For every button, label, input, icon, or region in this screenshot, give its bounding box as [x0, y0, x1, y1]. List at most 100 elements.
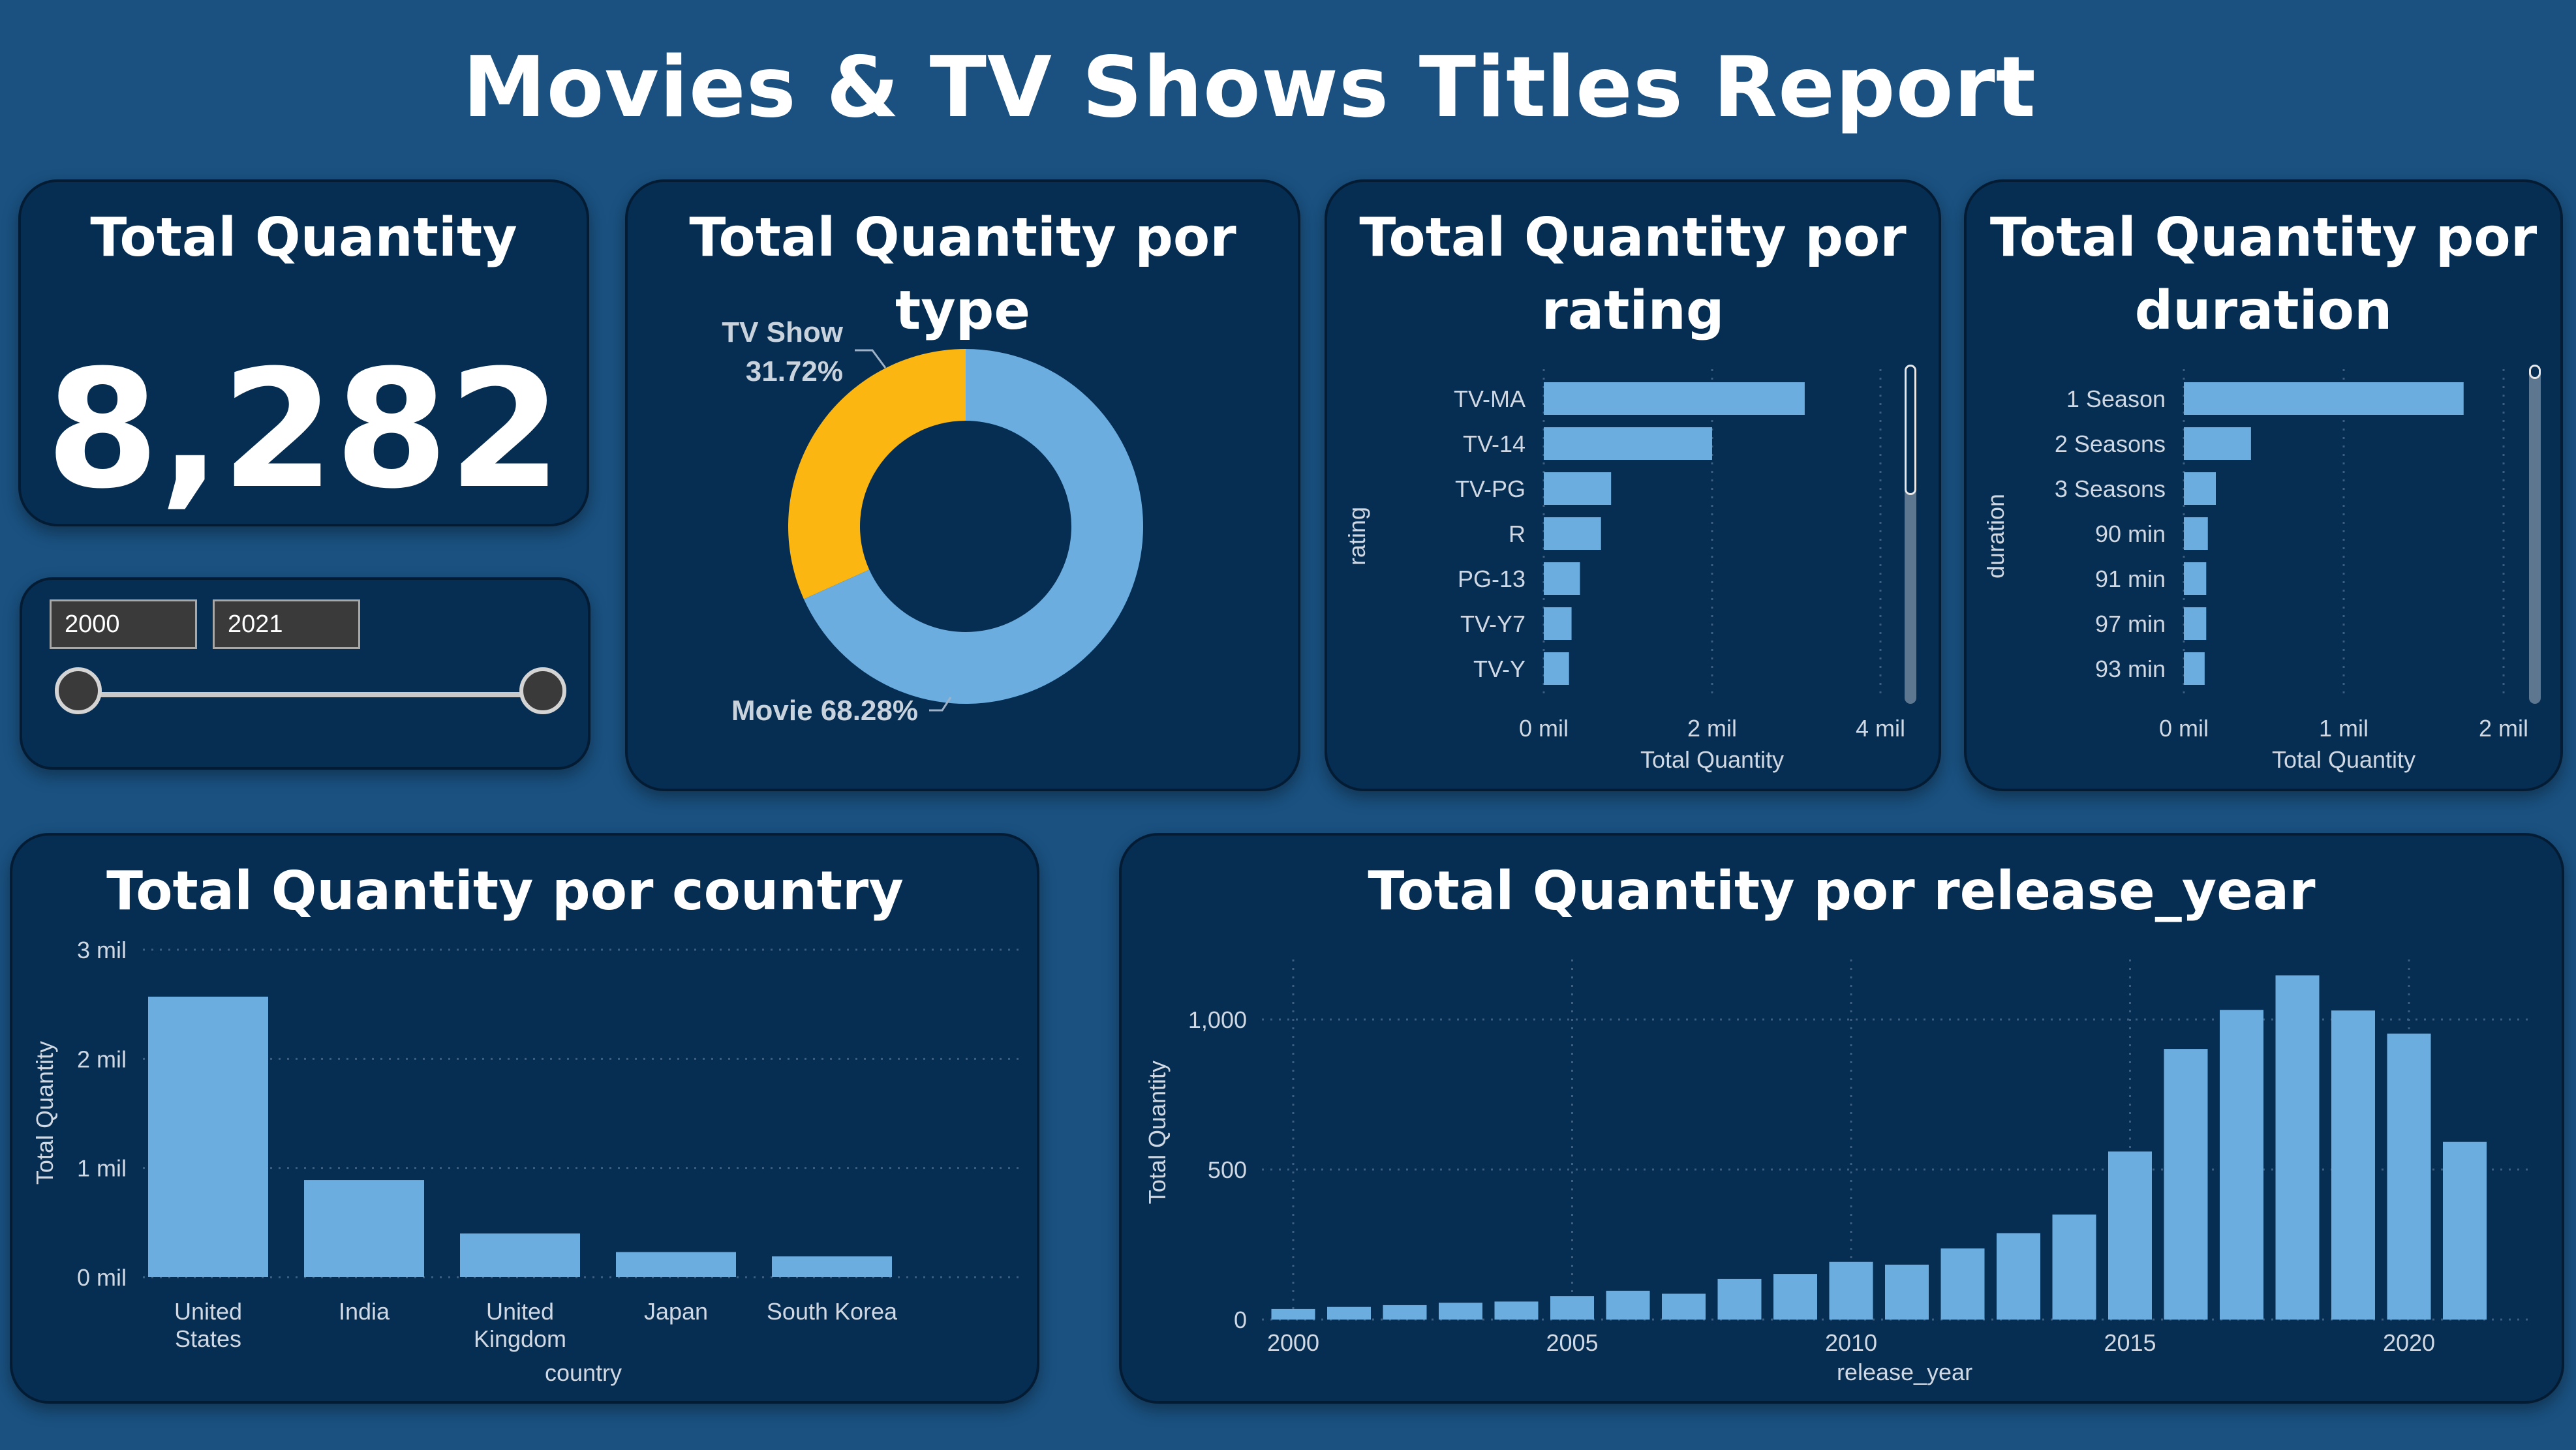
duration-x-tick-label: 2 mil [2479, 715, 2528, 742]
rating-category-label: TV-14 [1463, 430, 1526, 457]
country-card: Total Quantity por country 0 mil 1 mil 2 m… [10, 833, 1039, 1404]
duration-chart-title-line2: duration [2134, 280, 2393, 342]
release-year-chart-title: Total Quantity por release_year [1368, 860, 2316, 922]
release-year-bar [1773, 1274, 1817, 1320]
rating-bar [1544, 562, 1580, 595]
country-bar [304, 1180, 424, 1277]
duration-category-label: 93 min [2095, 656, 2166, 682]
release-year-bar [2108, 1151, 2152, 1320]
duration-x-tick-label: 1 mil [2319, 715, 2369, 742]
rating-x-tick-label: 0 mil [1519, 715, 1569, 742]
release-year-x-tick-label: 2000 [1267, 1329, 1319, 1356]
duration-category-label: 90 min [2095, 521, 2166, 547]
country-y-tick-label: 0 mil [77, 1264, 127, 1291]
rating-bar [1544, 427, 1712, 460]
rating-x-axis-title: Total Quantity [1640, 746, 1784, 773]
country-category-label: Japan [644, 1298, 708, 1325]
release-year-bar [1494, 1301, 1539, 1320]
release-year-bar [1550, 1296, 1594, 1320]
release-year-bar [2387, 1033, 2431, 1320]
release-year-bar [1439, 1303, 1482, 1320]
rating-bar [1544, 517, 1601, 550]
release-year-bar [1271, 1308, 1315, 1320]
country-x-axis-title: country [545, 1359, 622, 1386]
tv-show-percent: 31.72% [746, 355, 843, 387]
release-year-bar-chart: 0 500 1,000 2000 2005 2010 2015 2020 release_yea… [1144, 959, 2534, 1385]
release-year-x-axis-title: release_year [1837, 1359, 1972, 1385]
duration-x-tick-label: 0 mil [2159, 715, 2209, 742]
country-chart-title: Total Quantity por country [106, 860, 904, 922]
kpi-title: Total Quantity [90, 207, 517, 269]
release-year-bar [2164, 1049, 2208, 1320]
country-category-label: India [339, 1298, 390, 1325]
country-category-label: Kingdom [474, 1325, 566, 1352]
release-year-y-tick-label: 500 [1208, 1156, 1247, 1183]
rating-bar [1544, 472, 1612, 505]
duration-x-axis-title: Total Quantity [2272, 746, 2415, 773]
tv-show-label: TV Show [722, 316, 844, 348]
country-y-axis-title: Total Quantity [31, 1041, 58, 1185]
duration-bar [2184, 427, 2251, 460]
country-bar [148, 996, 268, 1277]
release-year-y-tick-label: 1,000 [1188, 1006, 1247, 1033]
donut-slice-movie [803, 349, 1143, 704]
country-category-label: United [486, 1298, 554, 1325]
start-year-input[interactable]: 2000 [50, 599, 197, 649]
release-year-bar [1829, 1261, 1873, 1320]
rating-category-label: TV-PG [1455, 476, 1526, 502]
duration-bar [2184, 607, 2207, 640]
duration-category-label: 97 min [2095, 611, 2166, 637]
type-donut-chart: TV Show 31.72% Movie 68.28% [722, 316, 1143, 727]
release-year-bar [1606, 1290, 1650, 1320]
duration-chart-title-line1: Total Quantity por [1989, 207, 2538, 269]
release-year-x-tick-label: 2010 [1825, 1329, 1877, 1356]
donut-slice-tv-show [788, 349, 966, 599]
rating-scrollbar[interactable] [1905, 365, 1916, 704]
duration-card: Total Quantity por duration 0 mil 1 mil 2 … [1964, 179, 2563, 791]
kpi-card: Total Quantity 8,282 [18, 179, 589, 526]
duration-bar [2184, 472, 2216, 505]
duration-bar [2184, 562, 2207, 595]
country-bar [616, 1252, 736, 1277]
rating-scrollbar-thumb[interactable] [1905, 365, 1916, 495]
rating-x-tick-label: 2 mil [1687, 715, 1737, 742]
release-year-x-tick-label: 2005 [1546, 1329, 1598, 1356]
country-category-label: South Korea [767, 1298, 898, 1325]
rating-card: Total Quantity por rating 0 mil 2 mil 4 mi… [1325, 179, 1941, 791]
report-title: Movies & TV Shows Titles Report [463, 39, 2036, 136]
rating-bar [1544, 382, 1805, 415]
duration-y-axis-title: duration [1982, 494, 2009, 579]
duration-category-label: 1 Season [2066, 385, 2166, 412]
duration-category-label: 3 Seasons [2055, 476, 2166, 502]
rating-category-label: TV-MA [1454, 385, 1526, 412]
movie-label: Movie 68.28% [731, 695, 918, 727]
release-year-bar [1940, 1248, 1985, 1320]
end-slider-handle[interactable] [519, 667, 566, 714]
rating-y-axis-title: rating [1343, 507, 1370, 566]
release-year-bar [1717, 1278, 1762, 1320]
release-year-y-axis-title: Total Quantity [1144, 1061, 1171, 1204]
duration-scrollbar[interactable] [2529, 365, 2541, 704]
rating-bar [1544, 652, 1569, 685]
release-year-bar [1885, 1264, 1929, 1320]
rating-category-label: TV-Y7 [1460, 611, 1526, 637]
country-bar [772, 1256, 892, 1277]
rating-bar [1544, 607, 1572, 640]
type-chart-title: Total Quantity por type [689, 207, 1236, 342]
release-year-bar [2331, 1010, 2375, 1320]
release-year-bar [1383, 1305, 1427, 1320]
country-y-tick-label: 2 mil [77, 1046, 127, 1072]
end-year-input[interactable]: 2021 [213, 599, 360, 649]
duration-bar-chart: 0 mil 1 mil 2 mil 1 Season 2 Seasons 3 Season… [1982, 369, 2528, 773]
type-card: Total Quantity por type TV Show 31.72% Mov… [625, 179, 1300, 791]
duration-bar [2184, 652, 2205, 685]
kpi-value: 8,282 [46, 335, 562, 524]
duration-scrollbar-thumb[interactable] [2529, 365, 2541, 379]
rating-category-label: R [1509, 521, 1526, 547]
year-slider-track[interactable] [80, 692, 527, 697]
start-slider-handle[interactable] [55, 667, 102, 714]
release-year-y-tick-label: 0 [1234, 1307, 1247, 1333]
rating-category-label: TV-Y [1473, 656, 1526, 682]
release-year-bar [2275, 975, 2320, 1320]
